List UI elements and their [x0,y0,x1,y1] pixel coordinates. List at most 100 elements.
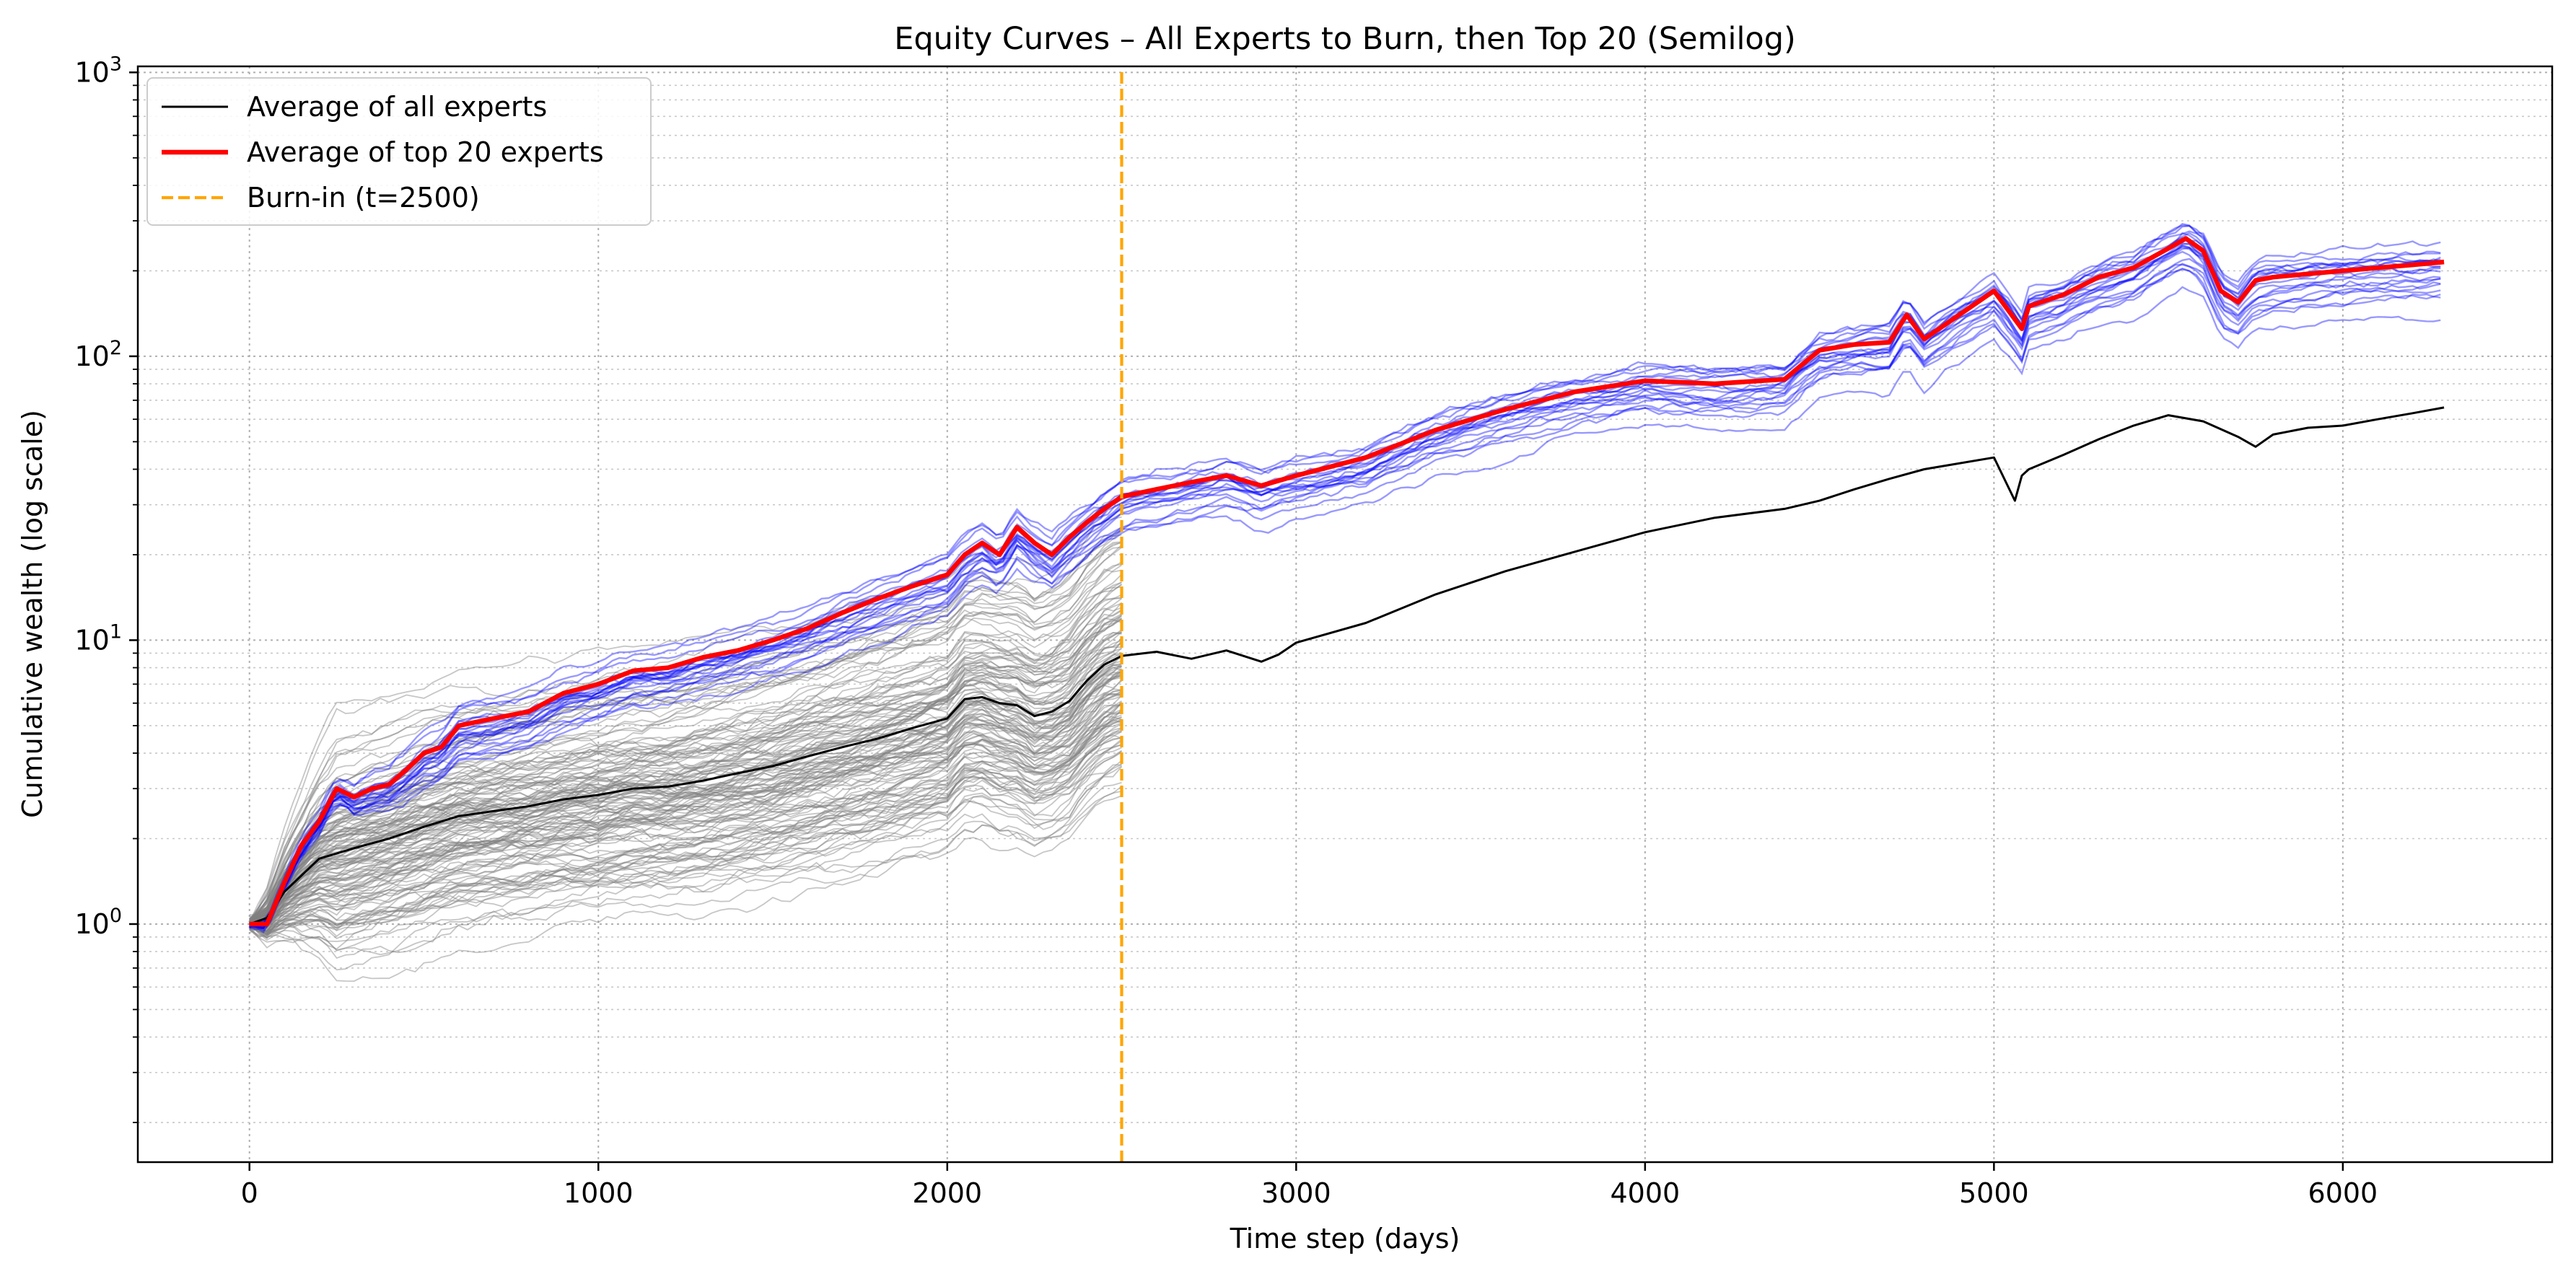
expert-curve-gray [248,561,1122,925]
expert-curve-gray [248,496,1122,924]
y-tick-label: 101 [74,620,122,656]
expert-curve-gray [249,704,1122,928]
expert-curve-gray [249,653,1122,926]
expert-curve-gray [249,764,1122,928]
x-tick-label: 1000 [564,1177,634,1209]
expert-curve-gray [249,542,1122,923]
expert-curve-gray [249,703,1123,926]
expert-curve-gray [249,695,1123,926]
expert-curve-gray [249,654,1122,928]
expert-curve-gray [249,700,1122,926]
expert-curve-blue [249,286,2441,928]
expert-curves [248,222,2441,983]
expert-curve-gray [249,692,1122,926]
expert-curve-gray [249,689,1122,928]
expert-curve-gray [248,544,1123,923]
expert-curve-gray [249,744,1122,935]
expert-curve-gray [249,629,1123,929]
expert-curve-gray [249,613,1122,925]
expert-curve-gray [249,602,1122,922]
expert-curve-gray [249,727,1122,928]
expert-curve-gray [249,632,1122,923]
expert-curve-gray [249,727,1122,937]
expert-curve-gray [249,609,1122,928]
expert-curve-gray [249,618,1122,926]
expert-curve-gray [248,530,1123,926]
expert-curve-gray [249,646,1122,928]
expert-curve-gray [249,668,1123,926]
expert-curve-gray [249,740,1123,935]
expert-curve-gray [249,654,1123,920]
expert-curve-gray [249,671,1122,923]
expert-curve-gray [249,693,1122,932]
expert-curve-gray [248,534,1122,929]
expert-curve-blue [249,250,2441,928]
expert-curve-gray [249,672,1122,923]
expert-curve-gray [249,718,1122,920]
x-axis-label: Time step (days) [1230,1223,1460,1254]
expert-curve-gray [249,747,1122,922]
expert-curve-gray [249,674,1122,928]
expert-curve-gray [249,631,1123,925]
expert-curve-gray [249,734,1122,937]
expert-curve-gray [249,617,1123,920]
expert-curve-gray [249,716,1122,920]
expert-curve-gray [249,703,1122,925]
expert-curve-gray [249,695,1122,925]
expert-curve-gray [249,719,1122,923]
expert-curve-blue [249,268,2441,931]
expert-curve-gray [249,714,1122,929]
expert-curve-gray [249,602,1123,931]
expert-curve-gray [249,677,1122,931]
expert-curve-gray [248,541,1122,920]
expert-curve-gray [249,594,1122,923]
expert-curve-gray [249,693,1122,922]
expert-curve-blue [249,245,2441,928]
expert-curve-gray [249,651,1122,921]
expert-curve-gray [249,703,1122,928]
expert-curve-blue [249,232,2441,933]
expert-curve-gray [249,701,1123,923]
legend-label-burn-in: Burn-in (t=2500) [247,182,480,214]
expert-curve-blue [249,232,2441,926]
expert-curve-gray [249,731,1122,928]
minor-grid [138,84,2552,1123]
y-axis-label: Cumulative wealth (log scale) [17,410,48,818]
expert-curve-gray [249,710,1123,933]
series-average-top20 [249,236,2445,927]
expert-curve-gray [249,632,1122,921]
major-grid [138,66,2552,1162]
expert-curve-gray [249,597,1123,929]
expert-curve-blue [249,222,2441,929]
expert-curve-gray [249,679,1123,930]
expert-curve-gray [249,722,1122,928]
expert-curve-gray [249,581,1122,920]
expert-curve-gray [249,547,1123,926]
expert-curve-gray [249,781,1122,983]
plot-frame [136,65,2554,1164]
expert-curve-gray [249,795,1122,936]
expert-curve-blue [249,263,2441,929]
expert-curve-gray [249,573,1123,926]
expert-curve-gray [249,675,1122,927]
expert-curve-gray [248,529,1122,923]
expert-curve-gray [249,752,1122,932]
expert-curve-gray [249,648,1123,920]
expert-curve-gray [249,723,1122,926]
legend-box [146,77,652,226]
expert-curve-gray [249,614,1123,923]
expert-curve-gray [249,615,1122,925]
expert-curve-gray [249,786,1123,951]
expert-curve-gray [249,720,1122,928]
expert-curve-gray [249,731,1122,956]
expert-curve-gray [249,708,1122,932]
expert-curve-blue [249,246,2441,925]
x-tick-label: 6000 [2308,1177,2378,1209]
expert-curve-blue [249,225,2441,928]
y-tick-label: 103 [74,53,122,88]
expert-curve-gray [249,763,1122,959]
series-average-all [249,406,2445,926]
y-tick-label: 102 [74,337,122,372]
